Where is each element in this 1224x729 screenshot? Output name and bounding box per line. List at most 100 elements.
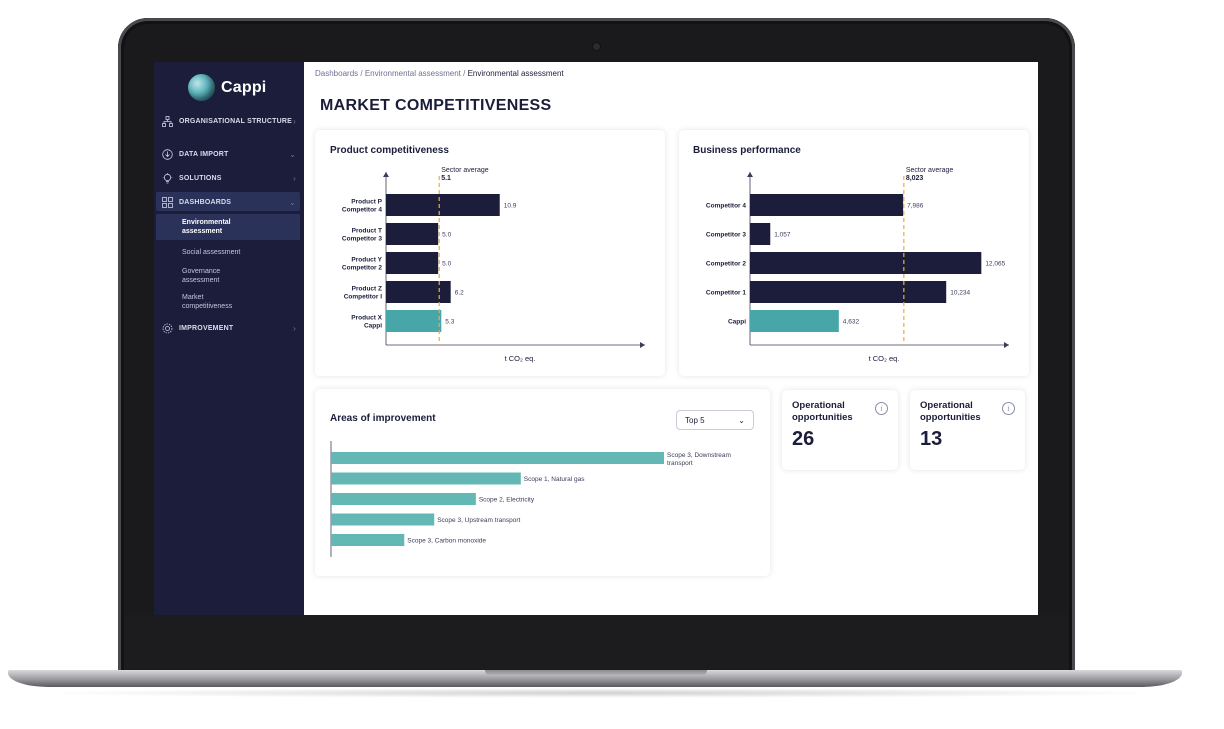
metric-value: 26 — [792, 428, 815, 450]
info-icon[interactable]: i — [875, 402, 888, 415]
chart-bar — [386, 310, 442, 332]
laptop-base — [8, 670, 1182, 687]
sidebar-item-data-import[interactable]: DATA IMPORT ⌄ — [162, 149, 300, 160]
category-label: Competitor 4 — [342, 207, 382, 214]
sidebar-item-solutions[interactable]: SOLUTIONS › — [162, 173, 300, 184]
sidebar: Cappi ORGANISATIONAL STRUCTURE › DATA IM… — [154, 62, 304, 615]
y-axis-arrow — [383, 172, 389, 177]
chart-bar — [331, 513, 435, 526]
breadcrumb-current: Environmental assessment — [467, 69, 564, 78]
business-performance-chart: 7,986 Competitor 4 1,057 Competitor 3 12,065… — [706, 167, 1009, 363]
metric-label: Operational opportunities — [792, 400, 853, 423]
breadcrumb-item[interactable]: Environmental assessment — [364, 69, 461, 78]
camera-icon — [593, 43, 600, 50]
reference-value: 8,023 — [906, 175, 924, 182]
data-label: 5.0 — [442, 232, 451, 239]
sidebar-subitem-social-assessment[interactable]: Social assessment — [182, 249, 241, 256]
sidebar-item-label: SOLUTIONS — [179, 175, 222, 182]
category-label: Competitor 3 — [342, 236, 382, 243]
chart-bar — [750, 252, 982, 274]
sidebar-subitem-governance-assessment[interactable]: Governance assessment — [182, 268, 221, 284]
chart-bar — [750, 194, 904, 216]
chevron-down-icon: ⌄ — [289, 150, 296, 159]
app-screen: Cappi ORGANISATIONAL STRUCTURE › DATA IM… — [154, 62, 1038, 615]
chart-title: Areas of improvement — [330, 413, 436, 424]
category-label: Product T — [352, 228, 382, 235]
logo[interactable]: Cappi — [188, 74, 266, 101]
reference-label: Sector average — [906, 167, 954, 174]
chevron-right-icon: › — [293, 174, 296, 183]
sidebar-subitem-market-competitiveness[interactable]: Market competitiveness — [182, 294, 233, 310]
chart-title: Business performance — [693, 145, 801, 156]
chart-bar — [331, 452, 664, 464]
sidebar-item-label: ORGANISATIONAL STRUCTURE — [179, 118, 293, 125]
laptop-shadow — [30, 688, 1170, 698]
data-label: 10,234 — [950, 290, 970, 297]
sidebar-item-organisational-structure[interactable]: ORGANISATIONAL STRUCTURE › — [162, 116, 300, 127]
chevron-down-icon: ⌄ — [738, 415, 745, 425]
data-label: 12,065 — [985, 261, 1005, 268]
data-label: 5.0 — [442, 261, 451, 268]
business-performance-card: Business performance 7,986 Competitor 4 1,… — [679, 130, 1029, 376]
select-value: Top 5 — [685, 415, 705, 425]
chevron-down-icon: ⌄ — [289, 198, 296, 207]
data-label: 10.9 — [504, 203, 517, 210]
sidebar-item-dashboards[interactable]: DASHBOARDS ⌄ — [162, 197, 300, 208]
page-title: MARKET COMPETITIVENESS — [320, 97, 552, 114]
sub-active-highlight — [156, 214, 300, 240]
category-label: transport — [667, 460, 693, 467]
sidebar-item-label: IMPROVEMENT — [179, 325, 234, 332]
info-icon[interactable]: i — [1002, 402, 1015, 415]
reference-value: 5.1 — [441, 175, 451, 182]
operational-opportunities-card: Operational opportunities i 26 — [782, 390, 898, 470]
chart-bar — [386, 281, 451, 303]
laptop-hinge — [485, 670, 707, 676]
chart-bar — [750, 281, 947, 303]
category-label: Cappi — [728, 319, 746, 326]
category-label: Competitor 4 — [706, 203, 746, 210]
breadcrumb-separator: / — [360, 69, 363, 78]
sidebar-item-label: DASHBOARDS — [179, 199, 232, 206]
x-axis-arrow — [640, 342, 645, 348]
sidebar-item-label: DATA IMPORT — [179, 151, 229, 158]
chart-bar — [386, 194, 500, 216]
data-import-icon — [162, 149, 173, 160]
x-axis-arrow — [1004, 342, 1009, 348]
category-label: Product P — [351, 199, 382, 206]
breadcrumb-item[interactable]: Dashboards — [315, 69, 359, 78]
category-label: Competitor 2 — [342, 265, 382, 272]
chart-bar — [331, 534, 405, 546]
dashboards-icon — [162, 197, 173, 208]
chevron-right-icon: › — [293, 324, 296, 333]
data-label: 7,986 — [907, 203, 924, 210]
category-label: Competitor 2 — [706, 261, 746, 268]
category-label: Competitor I — [344, 294, 382, 301]
cappi-logo-icon — [188, 74, 215, 101]
metric-label: Operational opportunities — [920, 400, 981, 423]
data-label: 4,632 — [843, 319, 860, 326]
chart-bar — [750, 310, 839, 332]
category-label: Cappi — [364, 323, 382, 330]
metric-value: 13 — [920, 428, 943, 450]
data-label: 1,057 — [774, 232, 791, 239]
category-label: Scope 3, Downstream — [667, 452, 731, 459]
areas-of-improvement-card: Areas of improvement Top 5 ⌄ Scope 3, Do… — [315, 389, 770, 576]
breadcrumb-separator: / — [463, 69, 466, 78]
product-competitiveness-card: Product competitiveness 10.9 Product P Com… — [315, 130, 665, 376]
breadcrumb: Dashboards / Environmental assessment / … — [315, 69, 564, 78]
chevron-right-icon: › — [293, 117, 296, 126]
data-label: 5.3 — [445, 319, 454, 326]
category-label: Product Y — [351, 257, 382, 264]
sidebar-subitem-environmental-assessment[interactable]: Environmental assessment — [182, 219, 231, 235]
top-n-select[interactable]: Top 5 ⌄ — [676, 410, 754, 430]
reference-label: Sector average — [441, 167, 489, 174]
sidebar-item-improvement[interactable]: IMPROVEMENT › — [162, 323, 300, 334]
improvement-icon — [162, 323, 173, 334]
category-label: Scope 3, Upstream transport — [437, 517, 520, 524]
chart-bar — [750, 223, 771, 245]
org-structure-icon — [162, 116, 173, 127]
operational-opportunities-card: Operational opportunities i 13 — [910, 390, 1025, 470]
solutions-icon — [162, 173, 173, 184]
